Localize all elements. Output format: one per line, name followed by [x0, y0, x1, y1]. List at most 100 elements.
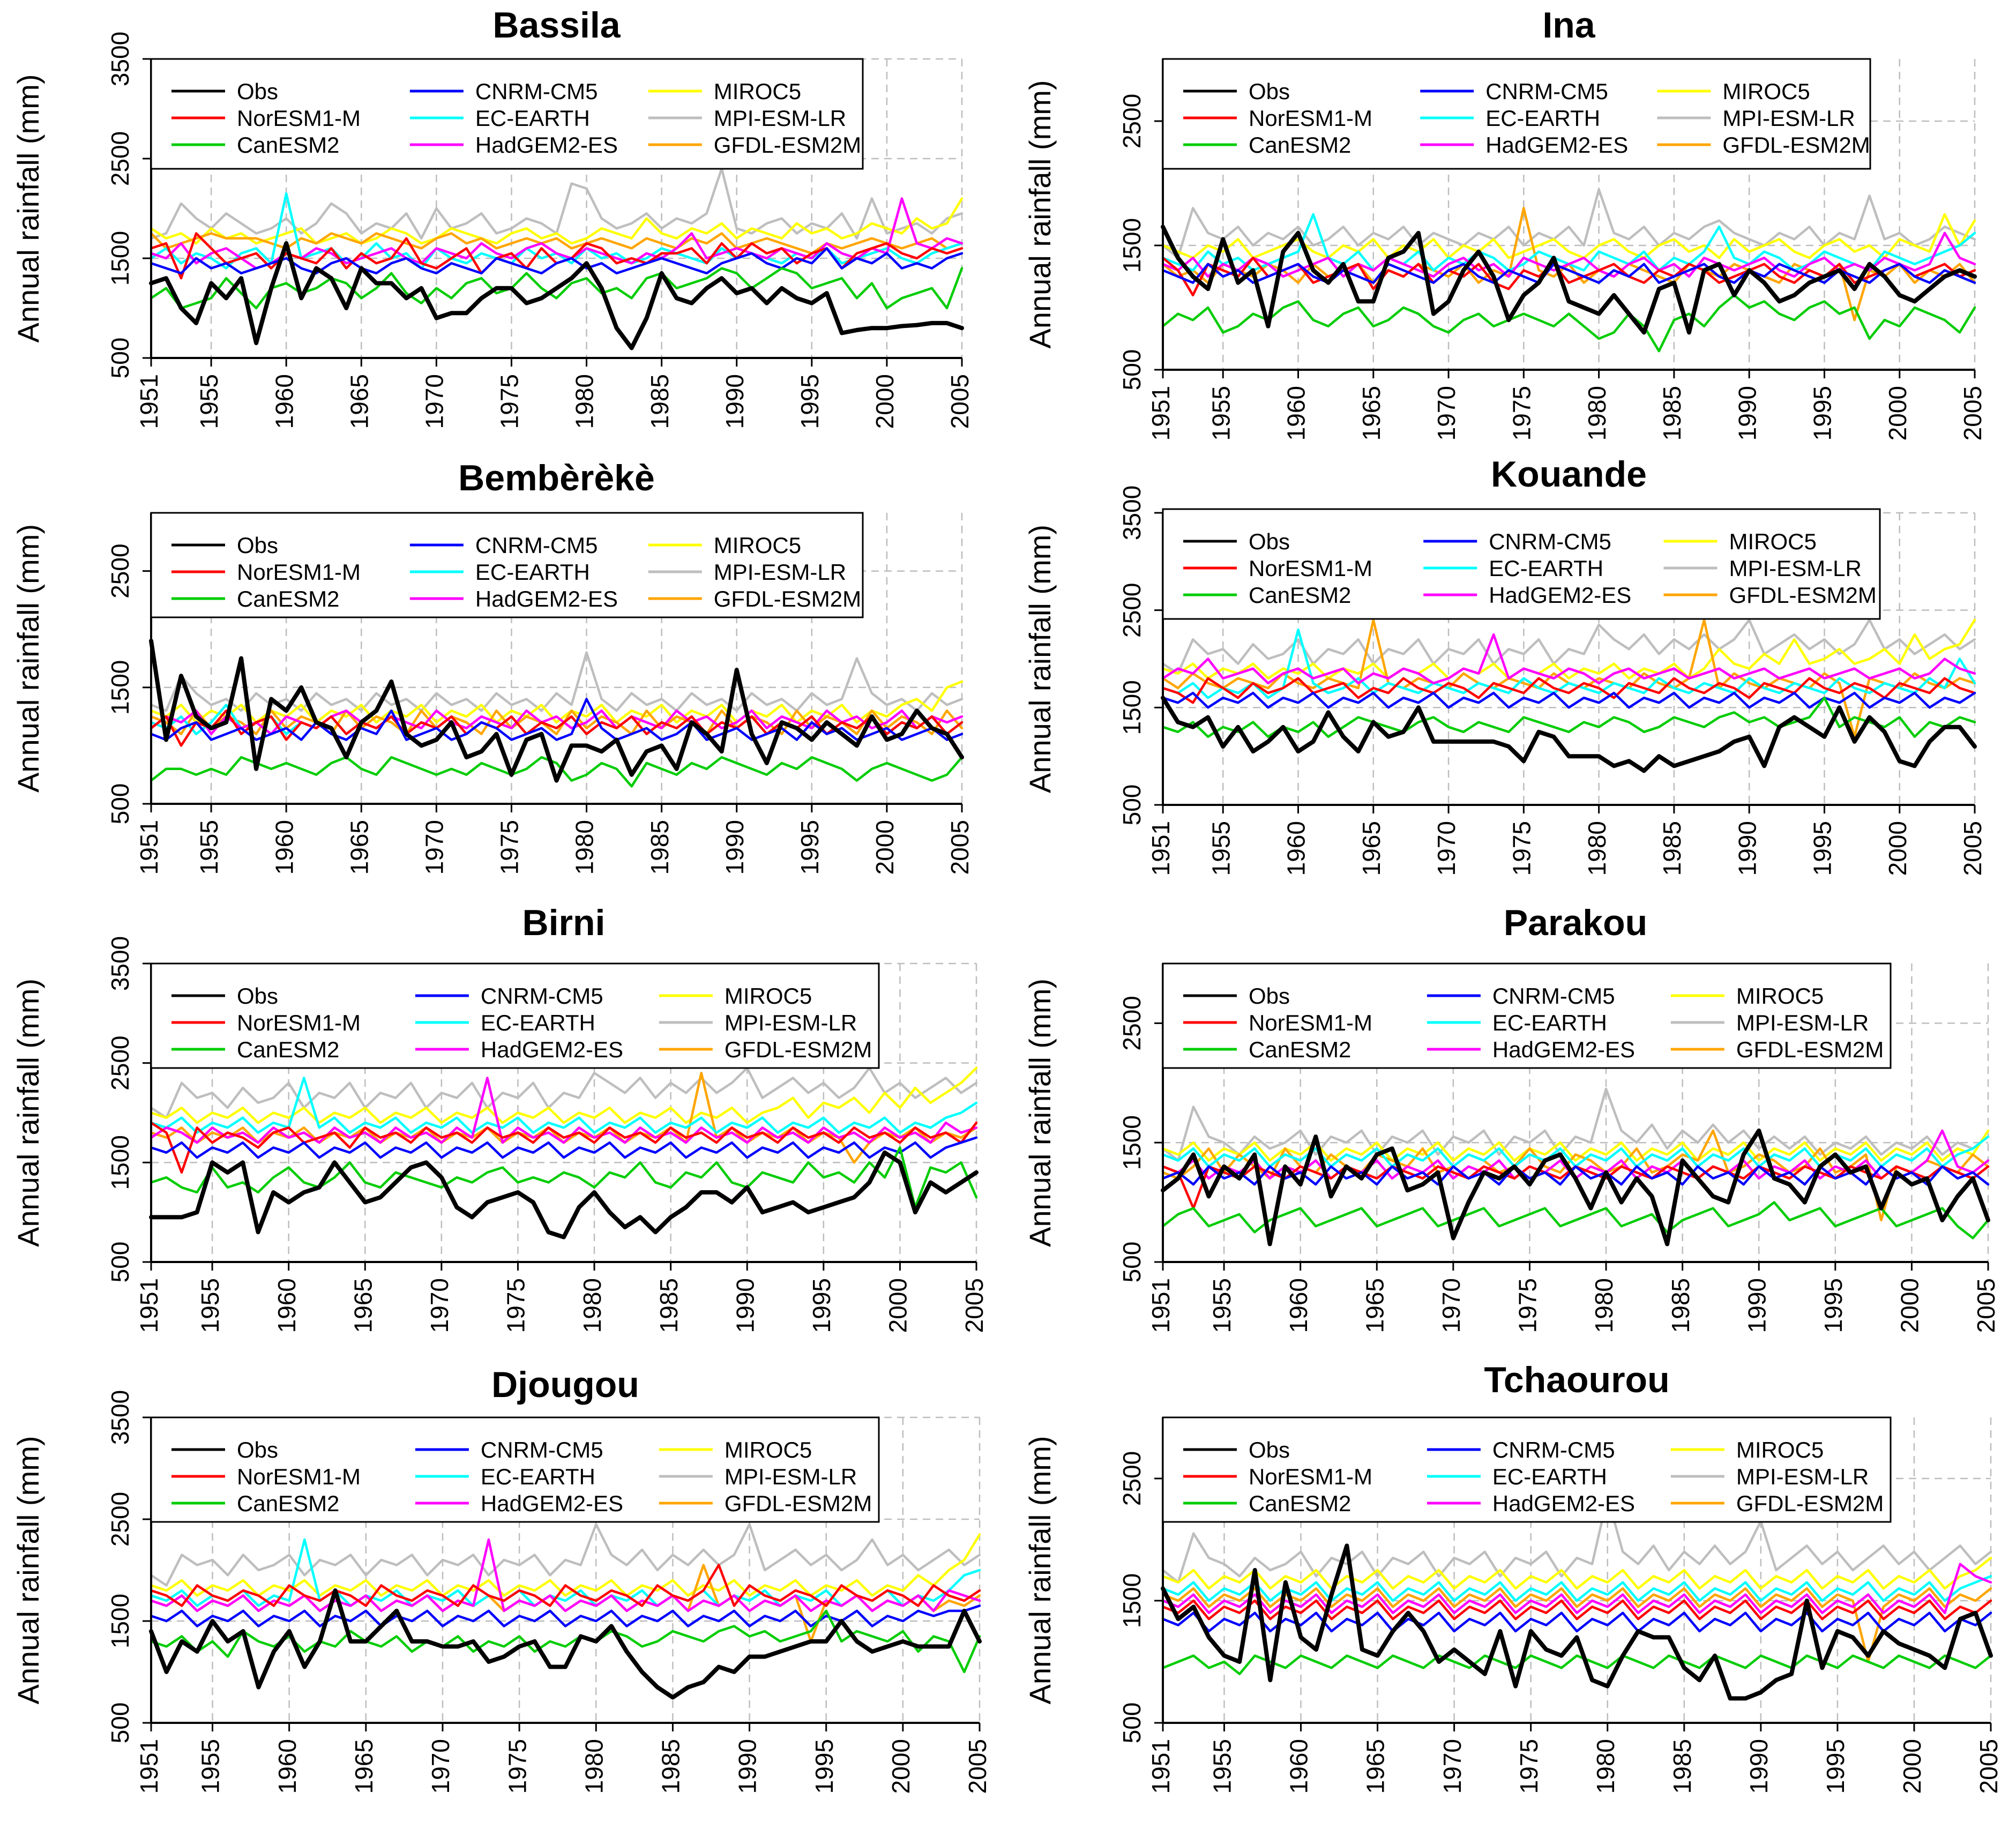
- x-tick-label: 1985: [646, 374, 674, 429]
- chart-title: Ina: [1542, 5, 1595, 46]
- legend-label-canesm2: CanESM2: [237, 1037, 339, 1062]
- x-tick-label: 1985: [1667, 1278, 1694, 1333]
- legend-label-mpi-esm-lr: MPI-ESM-LR: [1736, 1464, 1869, 1489]
- legend-label-canesm2: CanESM2: [1249, 1491, 1351, 1516]
- series-line-canesm2: [1161, 696, 1976, 738]
- legend-label-ec-earth: EC-EARTH: [481, 1010, 595, 1035]
- legend-label-miroc5: MIROC5: [1736, 983, 1824, 1009]
- series-line-mpi-esm-lr: [150, 167, 964, 240]
- series-line-obs: [1161, 1128, 1990, 1246]
- x-tick-label: 1975: [496, 820, 524, 875]
- x-tick-label: 1951: [1147, 1739, 1175, 1794]
- x-tick-label: 1985: [1668, 1739, 1696, 1794]
- series-line-obs: [149, 1150, 979, 1239]
- x-tick-label: 1970: [1432, 821, 1460, 876]
- x-tick-label: 1995: [1819, 1278, 1847, 1333]
- legend-label-mpi-esm-lr: MPI-ESM-LR: [725, 1010, 857, 1035]
- legend-label-hadgem2-es: HadGEM2-ES: [475, 132, 618, 158]
- series-line-hadgem2-es: [150, 709, 964, 735]
- x-tick-label: 1990: [1743, 1278, 1771, 1333]
- x-tick-label: 1995: [796, 820, 824, 875]
- series-line-noresm1-m: [1161, 1599, 1992, 1621]
- x-tick-label: 1970: [1437, 1278, 1465, 1333]
- x-tick-label: 1980: [580, 1739, 608, 1794]
- y-tick-label: 2500: [106, 543, 134, 598]
- legend-label-ec-earth: EC-EARTH: [481, 1464, 595, 1489]
- legend-label-gfdl-esm2m: GFDL-ESM2M: [1722, 132, 1870, 158]
- x-tick-label: 1980: [578, 1278, 606, 1333]
- y-tick-label: 2500: [106, 1492, 134, 1547]
- legend-box: [1162, 1416, 1892, 1523]
- legend-label-gfdl-esm2m: GFDL-ESM2M: [714, 586, 861, 611]
- series-line-miroc5: [1161, 1129, 1990, 1162]
- legend-label-obs: Obs: [1249, 983, 1290, 1009]
- y-axis-label: Annual rainfall (mm): [11, 74, 45, 342]
- legend-label-cnrm-cm5: CNRM-CM5: [1485, 79, 1608, 104]
- legend-label-noresm1-m: NorESM1-M: [237, 1010, 361, 1035]
- series-line-mpi-esm-lr: [150, 1523, 981, 1587]
- x-tick-label: 1965: [350, 1739, 378, 1794]
- x-tick-label: 2005: [1959, 821, 1987, 876]
- legend-label-ec-earth: EC-EARTH: [1492, 1010, 1607, 1035]
- x-tick-label: 1970: [425, 1278, 453, 1333]
- legend-label-noresm1-m: NorESM1-M: [237, 106, 361, 131]
- legend-box: [1162, 962, 1892, 1069]
- legend-label-gfdl-esm2m: GFDL-ESM2M: [1729, 583, 1876, 608]
- x-tick-label: 1985: [655, 1278, 683, 1333]
- legend-label-cnrm-cm5: CNRM-CM5: [475, 79, 598, 104]
- panel-tchaourou: 500 1500 2500 1951 1955 1960 1965 1970 1975 1980 1…: [1023, 1360, 2003, 1794]
- series-line-obs: [1161, 1543, 1993, 1701]
- legend-label-obs: Obs: [237, 79, 278, 104]
- x-tick-label: 1960: [1282, 821, 1310, 876]
- y-tick-label: 3500: [106, 1390, 134, 1445]
- x-tick-label: 1980: [1590, 1278, 1618, 1333]
- x-tick-label: 2005: [946, 374, 974, 429]
- x-tick-label: 1951: [1147, 386, 1175, 440]
- legend-label-noresm1-m: NorESM1-M: [1249, 556, 1372, 581]
- legend-label-canesm2: CanESM2: [237, 132, 339, 158]
- x-tick-label: 1951: [1147, 821, 1175, 876]
- x-tick-label: 1955: [1208, 1739, 1236, 1794]
- series-line-miroc5: [1161, 213, 1976, 259]
- legend-box: [150, 1416, 880, 1523]
- chart-title: Djougou: [491, 1364, 639, 1405]
- x-tick-label: 1995: [1809, 386, 1836, 440]
- series-line-hadgem2-es: [1161, 1563, 1992, 1615]
- x-tick-label: 2005: [946, 820, 974, 875]
- series-line-obs: [1161, 225, 1977, 335]
- y-tick-label: 3500: [106, 936, 134, 991]
- y-tick-label: 2500: [1118, 1451, 1146, 1506]
- legend-label-cnrm-cm5: CNRM-CM5: [1492, 1437, 1615, 1462]
- series-line-ec-earth: [1161, 628, 1976, 699]
- x-tick-label: 1965: [345, 820, 373, 875]
- legend-label-noresm1-m: NorESM1-M: [237, 1464, 361, 1489]
- legend-label-miroc5: MIROC5: [714, 533, 801, 558]
- y-axis-label: Annual rainfall (mm): [1023, 525, 1057, 793]
- x-tick-label: 1970: [427, 1739, 454, 1794]
- legend-label-miroc5: MIROC5: [1729, 529, 1816, 554]
- x-tick-label: 2005: [1959, 386, 1987, 440]
- y-axis-label: Annual rainfall (mm): [11, 979, 45, 1247]
- x-tick-label: 1980: [1592, 1739, 1619, 1794]
- series-line-canesm2: [1161, 1654, 1992, 1676]
- y-tick-label: 500: [106, 783, 134, 825]
- x-tick-label: 1975: [496, 374, 524, 429]
- panel-birni: 500 1500 2500 3500 1951 1955 1960 1965 1970 1975 1…: [11, 902, 988, 1333]
- x-tick-label: 1975: [1507, 386, 1535, 440]
- chart-title: Parakou: [1504, 902, 1647, 943]
- series-line-obs: [149, 638, 964, 783]
- y-axis-label: Annual rainfall (mm): [1023, 1436, 1057, 1704]
- legend-label-cnrm-cm5: CNRM-CM5: [475, 533, 598, 558]
- y-tick-label: 500: [1118, 785, 1146, 826]
- legend-label-hadgem2-es: HadGEM2-ES: [481, 1037, 623, 1062]
- legend-label-mpi-esm-lr: MPI-ESM-LR: [1722, 106, 1855, 131]
- x-tick-label: 1995: [808, 1278, 835, 1333]
- x-tick-label: 1995: [1809, 821, 1836, 876]
- y-tick-label: 1500: [1118, 680, 1146, 735]
- series-line-hadgem2-es: [150, 1077, 978, 1144]
- x-tick-label: 1955: [197, 1739, 225, 1794]
- x-tick-label: 1960: [273, 1278, 301, 1333]
